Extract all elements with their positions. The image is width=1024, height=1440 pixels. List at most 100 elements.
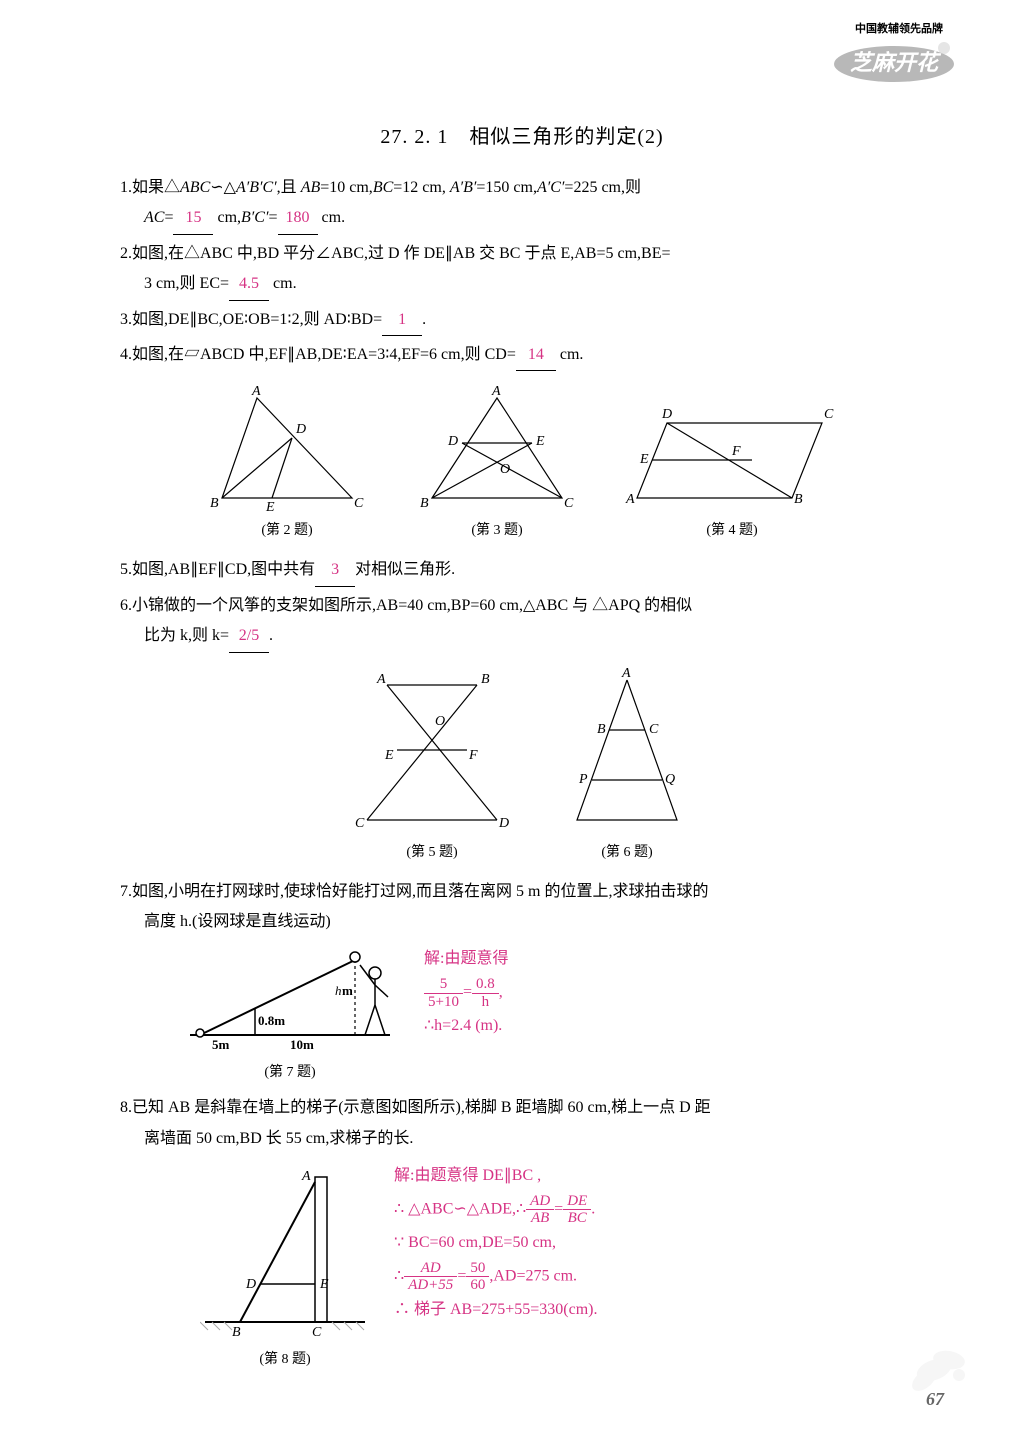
denominator: AB (526, 1210, 554, 1227)
numerator: AD (526, 1193, 554, 1211)
math: BC (373, 179, 393, 196)
svg-text:C: C (354, 496, 364, 511)
text: cm. (556, 346, 584, 363)
svg-text:E: E (639, 452, 649, 467)
diagram-8-icon: A B C D E (200, 1162, 370, 1342)
text: cm, (213, 209, 241, 226)
numerator: 5 (424, 976, 463, 994)
figures-row-1: A B C D E (第 2 题) A B (120, 383, 924, 539)
fraction: 0.8h (472, 976, 499, 1010)
math: ABC (180, 179, 210, 196)
svg-text:B: B (481, 672, 490, 687)
problem-4: 4.如图,在▱ABCD 中,EF∥AB,DE∶EA=3∶4,EF=6 cm,则 … (120, 340, 924, 371)
answer-1b: 180 (278, 203, 318, 234)
numerator: AD (404, 1260, 457, 1278)
figure-7-caption: (第 7 题) (180, 1061, 400, 1081)
figure-8: A B C D E (第 8 题) (200, 1162, 370, 1368)
solution-8: 解:由题意得 DE∥BC , ∴ △ABC∽△ADE,∴ADAB=DEBC. ∵… (394, 1162, 598, 1326)
answer-5: 3 (315, 555, 355, 586)
problem-6: 6.小锦做的一个风筝的支架如图所示,AB=40 cm,BP=60 cm,△ABC… (120, 591, 924, 653)
figure-4: D C A B E F (第 4 题) (622, 403, 842, 539)
solution-7-line2: 55+10=0.8h, (424, 976, 508, 1010)
svg-text:C: C (355, 816, 365, 831)
diagram-6-icon: A B C P Q (557, 665, 697, 835)
page-title: 27. 2. 1 相似三角形的判定(2) (120, 120, 924, 149)
fraction: 55+10 (424, 976, 463, 1010)
problem-5: 5.如图,AB∥EF∥CD,图中共有3对相似三角形. (120, 555, 924, 586)
problem-3-text: 3.如图,DE∥BC,OE∶OB=1∶2,则 AD∶BD= (120, 311, 382, 328)
page-number: 67 (926, 1389, 944, 1410)
svg-text:E: E (384, 748, 394, 763)
figure-2-caption: (第 2 题) (202, 519, 372, 539)
fraction: ADAD+55 (404, 1260, 457, 1294)
svg-text:O: O (435, 714, 445, 729)
svg-text:C: C (824, 407, 834, 422)
text: ,且 (277, 179, 301, 196)
text: . (269, 627, 273, 644)
answer-1a: 15 (173, 203, 213, 234)
page-content: 27. 2. 1 相似三角形的判定(2) 1.如果△ABC∽△A′B′C′,且 … (0, 0, 1024, 1440)
diagram-2-icon: A B C D E (202, 383, 372, 513)
svg-text:D: D (661, 407, 672, 422)
numerator: 0.8 (472, 976, 499, 994)
text: =150 cm, (476, 179, 537, 196)
brand-logo-icon: 芝麻开花 (824, 36, 964, 86)
solution-8-line5: ∴ 梯子 AB=275+55=330(cm). (394, 1296, 598, 1325)
numerator: 50 (466, 1260, 489, 1278)
diagram-3-icon: A B C D E O (412, 383, 582, 513)
svg-text:B: B (597, 722, 606, 737)
math: AB (301, 179, 321, 196)
svg-text:A: A (301, 1169, 311, 1184)
svg-text:D: D (447, 434, 458, 449)
fraction: DEBC (563, 1193, 591, 1227)
diagram-7-icon: hm 0.8m 5m 10m (180, 945, 400, 1055)
solution-7: 解:由题意得 55+10=0.8h, ∴h=2.4 (m). (424, 945, 508, 1043)
problem-6-text: 6.小锦做的一个风筝的支架如图所示,AB=40 cm,BP=60 cm,△ABC… (120, 597, 692, 614)
svg-text:E: E (535, 434, 545, 449)
figure-8-caption: (第 8 题) (200, 1348, 370, 1368)
text: = (164, 209, 173, 226)
svg-text:E: E (265, 500, 275, 513)
svg-text:A: A (491, 384, 501, 399)
svg-text:F: F (468, 748, 478, 763)
problem-8: 8.已知 AB 是斜靠在墙上的梯子(示意图如图所示),梯脚 B 距墙脚 60 c… (120, 1093, 924, 1154)
svg-text:A: A (376, 672, 386, 687)
svg-text:A: A (251, 384, 261, 399)
svg-text:10m: 10m (290, 1037, 314, 1052)
problem-8-text: 8.已知 AB 是斜靠在墙上的梯子(示意图如图所示),梯脚 B 距墙脚 60 c… (120, 1099, 711, 1116)
text: 3 cm,则 EC= (144, 275, 229, 292)
figure-5-caption: (第 5 题) (347, 841, 517, 861)
svg-text:B: B (210, 496, 219, 511)
text: cm. (318, 209, 346, 226)
math: A′C′ (537, 179, 564, 196)
text: = (268, 209, 277, 226)
svg-text:h: h (335, 983, 342, 998)
denominator: 5+10 (424, 994, 463, 1011)
answer-3: 1 (382, 305, 422, 336)
text: =10 cm, (320, 179, 373, 196)
answer-2: 4.5 (229, 269, 269, 300)
text: =225 cm,则 (564, 179, 641, 196)
problem-2: 2.如图,在△ABC 中,BD 平分∠ABC,过 D 作 DE∥AB 交 BC … (120, 239, 924, 301)
text: = (457, 1267, 466, 1284)
solution-8-line2: ∴ △ABC∽△ADE,∴ADAB=DEBC. (394, 1193, 598, 1227)
fraction: ADAB (526, 1193, 554, 1227)
svg-text:Q: Q (665, 772, 675, 787)
figure-6: A B C P Q (第 6 题) (557, 665, 697, 861)
svg-text:B: B (232, 1325, 241, 1340)
denominator: AD+55 (404, 1277, 457, 1294)
problem-2-text: 2.如图,在△ABC 中,BD 平分∠ABC,过 D 作 DE∥AB 交 BC … (120, 245, 671, 262)
solution-7-line1: 解:由题意得 (424, 945, 508, 974)
math: A′B′C′ (236, 179, 277, 196)
text: ∴ (394, 1267, 404, 1284)
svg-text:B: B (420, 496, 429, 511)
answer-4: 14 (516, 340, 556, 371)
text: 比为 k,则 k= (144, 627, 229, 644)
solution-7-line3: ∴h=2.4 (m). (424, 1012, 508, 1041)
problem-8-line2: 离墙面 50 cm,BD 长 55 cm,求梯子的长. (120, 1124, 924, 1154)
svg-text:m: m (342, 983, 353, 998)
text: = (463, 984, 472, 1001)
problem-7-line2: 高度 h.(设网球是直线运动) (120, 907, 924, 937)
solution-8-line4: ∴ADAD+55=5060,AD=275 cm. (394, 1260, 598, 1294)
denominator: h (472, 994, 499, 1011)
